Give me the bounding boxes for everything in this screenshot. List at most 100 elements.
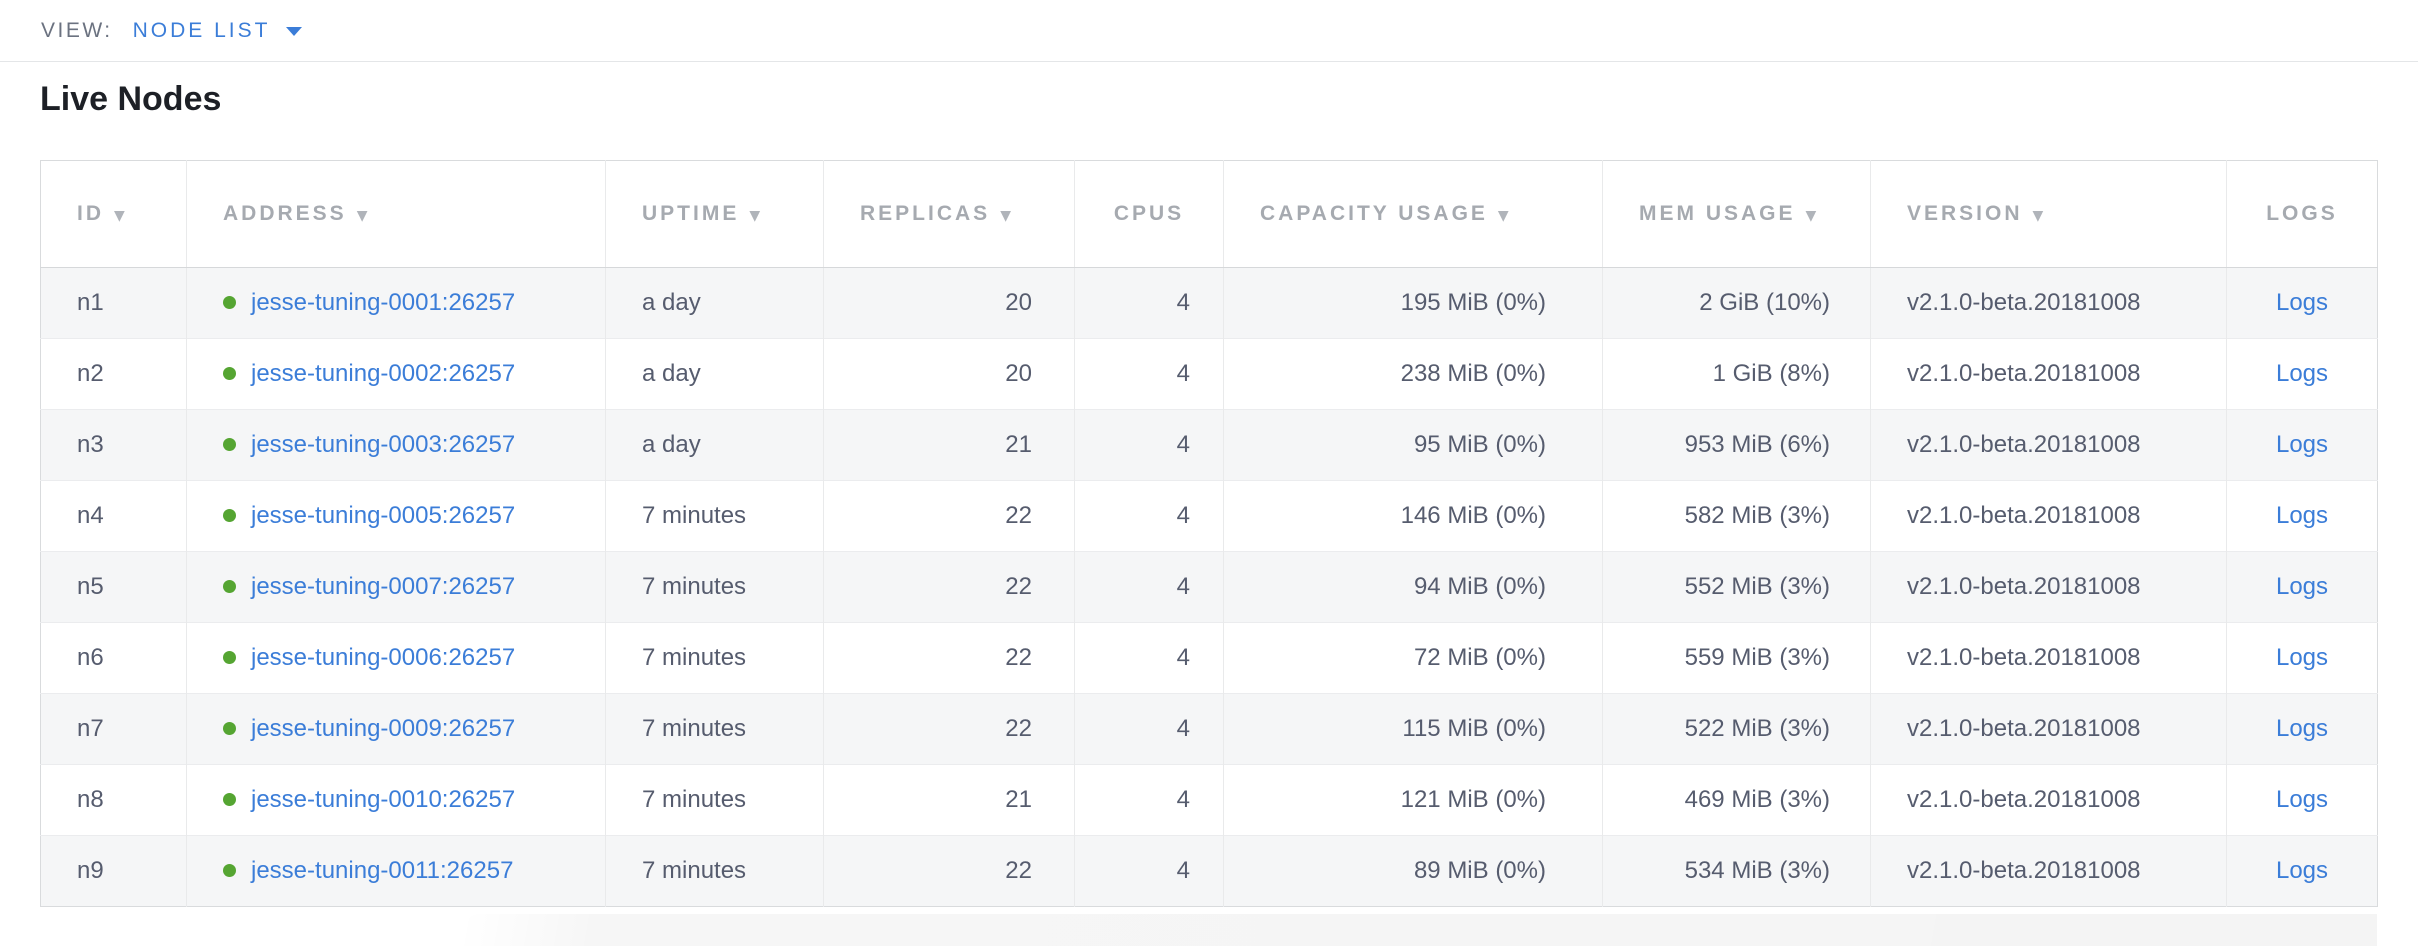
cell-replicas: 20: [823, 338, 1075, 410]
cell-mem: 582 MiB (3%): [1602, 480, 1871, 552]
node-logs-link[interactable]: Logs: [2275, 715, 2329, 742]
cell-logs: Logs: [2226, 835, 2378, 907]
column-header-label: REPLICAS: [860, 202, 991, 225]
cell-mem: 534 MiB (3%): [1602, 835, 1871, 907]
node-logs-link[interactable]: Logs: [2275, 857, 2329, 884]
column-header-replicas[interactable]: REPLICAS ▼: [823, 160, 1075, 268]
cell-logs: Logs: [2226, 409, 2378, 481]
cell-capacity: 238 MiB (0%): [1223, 338, 1603, 410]
cell-replicas: 22: [823, 693, 1075, 765]
node-address-link[interactable]: jesse-tuning-0009:26257: [251, 715, 516, 742]
cell-mem: 469 MiB (3%): [1602, 764, 1871, 836]
node-row: n6 jesse-tuning-0006:26257 7 minutes 22 4 72 …: [40, 622, 2378, 694]
cell-logs: Logs: [2226, 480, 2378, 552]
node-logs-link[interactable]: Logs: [2275, 360, 2329, 387]
node-logs-link[interactable]: Logs: [2275, 431, 2329, 458]
node-logs-link[interactable]: Logs: [2275, 786, 2329, 813]
cell-address: jesse-tuning-0002:26257: [186, 338, 606, 410]
cell-replicas: 22: [823, 551, 1075, 623]
cell-cpus: 4: [1074, 409, 1224, 481]
sort-descending-icon: ▼: [749, 208, 764, 224]
cell-address: jesse-tuning-0011:26257: [186, 835, 606, 907]
cell-id: n9: [40, 835, 187, 907]
cell-logs: Logs: [2226, 622, 2378, 694]
cell-address: jesse-tuning-0001:26257: [186, 267, 606, 339]
sort-descending-icon: ▼: [114, 208, 128, 224]
cell-id: n3: [40, 409, 187, 481]
cell-version: v2.1.0-beta.20181008: [1870, 480, 2227, 552]
cell-logs: Logs: [2226, 764, 2378, 836]
cell-capacity: 195 MiB (0%): [1223, 267, 1603, 339]
cell-id: n7: [40, 693, 187, 765]
nodes-table: ID ▼ ADDRESS ▼ UPTIME ▼ REPLICAS ▼ CPUS CAPACITY …: [40, 160, 2378, 907]
cell-uptime: 7 minutes: [605, 480, 824, 552]
cell-logs: Logs: [2226, 693, 2378, 765]
cell-mem: 2 GiB (10%): [1602, 267, 1871, 339]
node-logs-link[interactable]: Logs: [2275, 573, 2329, 600]
cell-address: jesse-tuning-0003:26257: [186, 409, 606, 481]
cell-replicas: 22: [823, 835, 1075, 907]
view-selector-dropdown[interactable]: NODE LIST: [133, 19, 303, 43]
column-header-label: ADDRESS: [223, 202, 347, 225]
cell-uptime: 7 minutes: [605, 551, 824, 623]
cell-capacity: 89 MiB (0%): [1223, 835, 1603, 907]
cell-version: v2.1.0-beta.20181008: [1870, 409, 2227, 481]
column-header-mem[interactable]: MEM USAGE ▼: [1602, 160, 1871, 268]
cell-replicas: 22: [823, 622, 1075, 694]
node-address-link[interactable]: jesse-tuning-0007:26257: [251, 573, 516, 600]
cell-mem: 552 MiB (3%): [1602, 551, 1871, 623]
cell-uptime: a day: [605, 267, 824, 339]
cell-logs: Logs: [2226, 267, 2378, 339]
cell-mem: 522 MiB (3%): [1602, 693, 1871, 765]
node-live-status-icon: [223, 296, 236, 309]
sort-descending-icon: ▼: [1497, 208, 1512, 224]
node-live-status-icon: [223, 438, 236, 451]
node-logs-link[interactable]: Logs: [2275, 644, 2329, 671]
node-address-link[interactable]: jesse-tuning-0006:26257: [251, 644, 516, 671]
sort-descending-icon: ▼: [1805, 208, 1820, 224]
node-live-status-icon: [223, 509, 236, 522]
cell-version: v2.1.0-beta.20181008: [1870, 551, 2227, 623]
chevron-down-icon: [286, 27, 303, 36]
column-header-version[interactable]: VERSION ▼: [1870, 160, 2227, 268]
node-logs-link[interactable]: Logs: [2275, 289, 2329, 316]
cell-logs: Logs: [2226, 338, 2378, 410]
column-header-label: CAPACITY USAGE: [1260, 202, 1488, 225]
cell-id: n4: [40, 480, 187, 552]
node-address-link[interactable]: jesse-tuning-0001:26257: [251, 289, 516, 316]
node-address-link[interactable]: jesse-tuning-0003:26257: [251, 431, 516, 458]
cell-address: jesse-tuning-0010:26257: [186, 764, 606, 836]
column-header-uptime[interactable]: UPTIME ▼: [605, 160, 824, 268]
node-live-status-icon: [223, 722, 236, 735]
cell-capacity: 115 MiB (0%): [1223, 693, 1603, 765]
cell-id: n6: [40, 622, 187, 694]
view-selector-value: NODE LIST: [132, 18, 271, 42]
cell-version: v2.1.0-beta.20181008: [1870, 835, 2227, 907]
cell-replicas: 21: [823, 764, 1075, 836]
column-header-id[interactable]: ID ▼: [40, 160, 187, 268]
column-header-capacity[interactable]: CAPACITY USAGE ▼: [1223, 160, 1603, 268]
cell-capacity: 121 MiB (0%): [1223, 764, 1603, 836]
cell-cpus: 4: [1074, 835, 1224, 907]
page-title: Live Nodes: [40, 80, 222, 118]
cell-uptime: a day: [605, 338, 824, 410]
node-address-link[interactable]: jesse-tuning-0005:26257: [251, 502, 516, 529]
node-address-link[interactable]: jesse-tuning-0002:26257: [251, 360, 516, 387]
cell-cpus: 4: [1074, 480, 1224, 552]
node-logs-link[interactable]: Logs: [2275, 502, 2329, 529]
column-header-logs: LOGS: [2226, 160, 2378, 268]
column-header-label: UPTIME: [642, 202, 740, 225]
column-header-address[interactable]: ADDRESS ▼: [186, 160, 606, 268]
column-header-label: LOGS: [2266, 202, 2338, 225]
node-address-link[interactable]: jesse-tuning-0011:26257: [251, 857, 514, 884]
node-row: n4 jesse-tuning-0005:26257 7 minutes 22 4 146…: [40, 480, 2378, 552]
cell-replicas: 22: [823, 480, 1075, 552]
cell-cpus: 4: [1074, 764, 1224, 836]
cell-uptime: 7 minutes: [605, 622, 824, 694]
node-address-link[interactable]: jesse-tuning-0010:26257: [251, 786, 516, 813]
cell-cpus: 4: [1074, 622, 1224, 694]
cell-replicas: 20: [823, 267, 1075, 339]
cell-version: v2.1.0-beta.20181008: [1870, 338, 2227, 410]
column-header-cpus: CPUS: [1074, 160, 1224, 268]
